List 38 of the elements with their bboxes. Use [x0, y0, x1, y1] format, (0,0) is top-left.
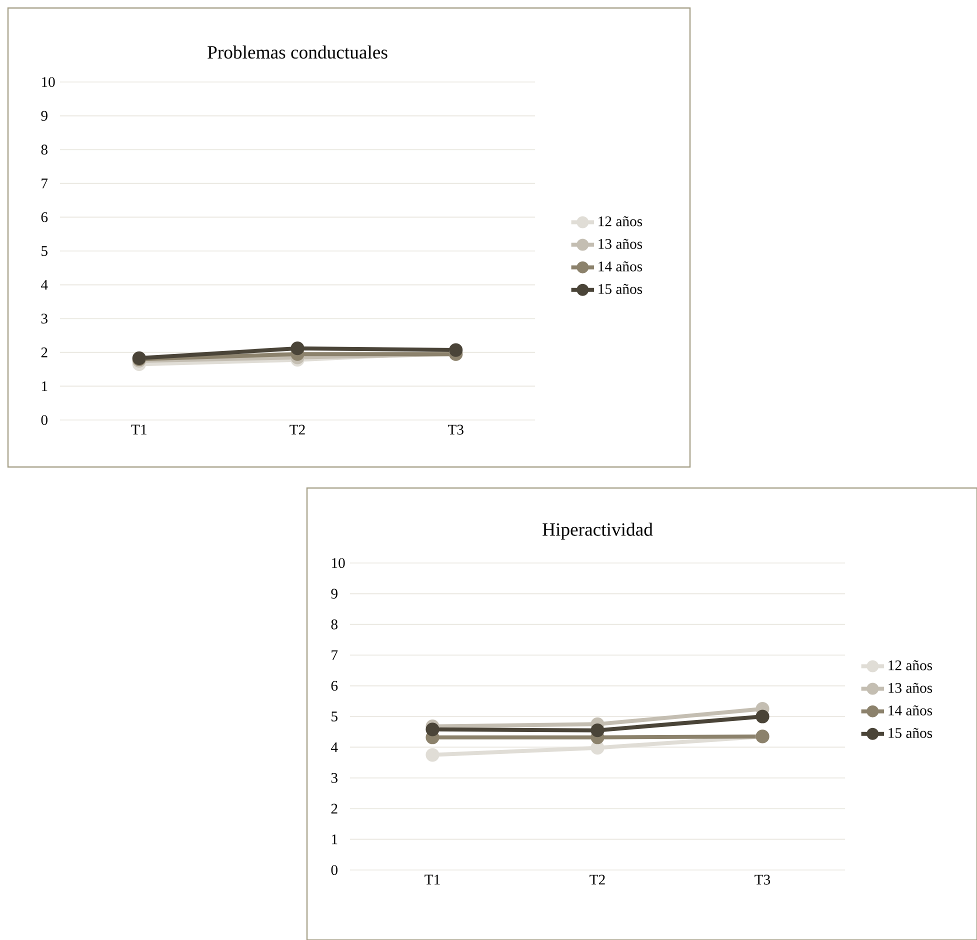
chart-title: Problemas conductuales	[208, 45, 388, 59]
x-tick-label: T2	[590, 874, 605, 884]
y-tick-label: 0	[41, 415, 48, 425]
y-tick-label: 5	[42, 246, 48, 256]
legend-label: 12 años	[888, 660, 932, 670]
legend-label: 14 años	[888, 705, 932, 716]
y-tick-label: 3	[331, 772, 338, 783]
y-tick-label: 7	[332, 650, 338, 660]
x-tick-label: T3	[448, 424, 464, 435]
y-tick-label: 4	[41, 280, 48, 290]
y-tick-label: 0	[331, 865, 338, 875]
y-tick-label: 9	[331, 588, 338, 599]
x-tick-label: T3	[754, 874, 770, 885]
x-tick-label: T2	[290, 424, 305, 434]
y-tick-label: 1	[332, 834, 338, 844]
legend-label: 14 años	[598, 261, 642, 272]
legend-label: 13 años	[598, 238, 642, 249]
y-tick-label: 10	[42, 77, 55, 87]
legend-label: 13 años	[888, 682, 932, 693]
y-tick-label: 9	[41, 110, 48, 121]
y-tick-label: 6	[41, 212, 48, 222]
legend-label: 12 años	[598, 216, 642, 226]
y-tick-label: 10	[332, 558, 345, 568]
x-tick-label: T1	[424, 874, 440, 884]
chart-title: Hiperactividad	[542, 522, 653, 540]
y-tick-label: 7	[42, 178, 48, 188]
y-tick-label: 1	[42, 381, 48, 392]
y-tick-label: 2	[331, 804, 338, 814]
y-tick-label: 5	[332, 712, 338, 722]
y-tick-label: 2	[41, 348, 48, 358]
y-tick-label: 8	[41, 144, 48, 155]
y-tick-label: 4	[331, 742, 338, 752]
y-tick-label: 8	[331, 619, 338, 630]
x-tick-label: T1	[131, 424, 146, 434]
legend-label: 15 años	[888, 728, 932, 738]
legend-label: 15 años	[598, 284, 642, 294]
y-tick-label: 6	[331, 680, 338, 691]
y-tick-label: 3	[41, 314, 48, 324]
